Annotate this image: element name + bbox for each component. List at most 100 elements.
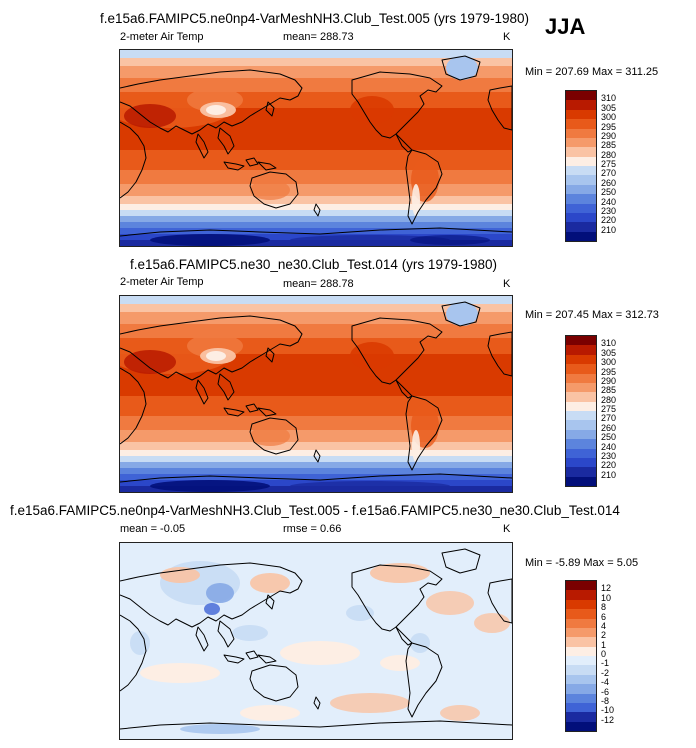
colorbar-tick-label: 12	[601, 583, 612, 594]
colorbar-swatch	[566, 336, 596, 346]
colorbar-swatch	[566, 618, 596, 628]
panel3-rmse: rmse = 0.66	[283, 523, 342, 535]
panel1-minmax: Min = 207.69 Max = 311.25	[525, 66, 659, 78]
panel1-mean: mean= 288.73	[283, 31, 354, 43]
colorbar-swatch	[566, 693, 596, 703]
colorbar-swatch	[566, 721, 596, 731]
colorbar-swatch	[566, 637, 596, 647]
colorbar-swatch	[566, 156, 596, 166]
colorbar-tick-label: 280	[601, 394, 617, 405]
colorbar-swatch	[566, 231, 596, 241]
colorbar-swatch	[566, 467, 596, 477]
colorbar-swatch	[566, 175, 596, 185]
colorbar-swatch	[566, 429, 596, 440]
colorbar-tick-label: 275	[601, 404, 617, 414]
colorbar-swatch	[566, 656, 596, 666]
colorbar-swatch	[566, 684, 596, 694]
colorbar-swatch	[566, 712, 596, 722]
colorbar-tick-label: -10	[601, 705, 615, 716]
panel2-map	[119, 295, 513, 493]
panel3-minmax: Min = -5.89 Max = 5.05	[525, 557, 639, 569]
colorbar-tick-label: 220	[601, 215, 617, 226]
colorbar-swatch	[566, 373, 596, 383]
colorbar-tick-label: 310	[601, 93, 617, 104]
colorbar-swatch	[566, 364, 596, 374]
colorbar-tick-label: 4	[601, 620, 607, 631]
colorbar-swatch	[566, 448, 596, 458]
colorbar-swatch	[566, 581, 596, 591]
colorbar-swatch	[566, 401, 596, 411]
colorbar-tick-label: 230	[601, 450, 617, 461]
colorbar-swatch	[566, 354, 596, 365]
colorbar-tick-label: 270	[601, 168, 617, 179]
panel1-map	[119, 49, 513, 247]
colorbar-tick-label: 305	[601, 347, 617, 358]
panel2-colorbar	[565, 335, 597, 487]
colorbar-tick-label: 250	[601, 187, 617, 198]
colorbar-tick-label: 295	[601, 121, 617, 132]
colorbar-swatch	[566, 119, 596, 129]
colorbar-tick-label: 250	[601, 432, 617, 443]
panel2-units: K	[503, 278, 511, 290]
colorbar-tick-label: 305	[601, 102, 617, 113]
colorbar-tick-label: 0	[601, 649, 607, 659]
colorbar-tick-label: 210	[601, 224, 617, 235]
panel3-units: K	[503, 523, 511, 535]
colorbar-tick-label: 260	[601, 177, 617, 188]
colorbar-swatch	[566, 392, 596, 402]
colorbar-tick-label: 230	[601, 205, 617, 216]
colorbar-tick-label: 285	[601, 140, 617, 151]
colorbar-tick-label: 240	[601, 441, 617, 452]
colorbar-tick-label: 8	[601, 602, 607, 613]
colorbar-tick-label: 260	[601, 422, 617, 433]
colorbar-swatch	[566, 166, 596, 176]
colorbar-tick-label: 280	[601, 149, 617, 160]
colorbar-swatch	[566, 203, 596, 213]
colorbar-tick-label: 220	[601, 460, 617, 471]
panel2-variable: 2-meter Air Temp	[120, 276, 204, 288]
colorbar-swatch	[566, 345, 596, 355]
colorbar-tick-label: 300	[601, 357, 617, 368]
colorbar-tick-label: 285	[601, 385, 617, 396]
colorbar-tick-label: -4	[601, 677, 610, 688]
colorbar-swatch	[566, 646, 596, 656]
colorbar-tick-label: 10	[601, 592, 612, 603]
panel1-units: K	[503, 31, 511, 43]
colorbar-swatch	[566, 382, 596, 393]
colorbar-tick-label: -8	[601, 695, 610, 706]
colorbar-swatch	[566, 147, 596, 157]
colorbar-swatch	[566, 100, 596, 110]
panel3-mean: mean = -0.05	[120, 523, 186, 535]
colorbar-tick-label: 300	[601, 112, 617, 123]
colorbar-swatch	[566, 128, 596, 138]
colorbar-tick-label: 210	[601, 469, 617, 480]
colorbar-swatch	[566, 674, 596, 685]
colorbar-tick-label: -2	[601, 667, 610, 678]
colorbar-tick-label: 310	[601, 338, 617, 349]
panel3-map	[119, 542, 513, 740]
colorbar-swatch	[566, 702, 596, 713]
colorbar-swatch	[566, 599, 596, 610]
panel1-title: f.e15a6.FAMIPC5.ne0np4-VarMeshNH3.Club_T…	[100, 11, 529, 26]
colorbar-tick-label: -12	[601, 714, 615, 725]
colorbar-swatch	[566, 420, 596, 430]
panel3-title: f.e15a6.FAMIPC5.ne0np4-VarMeshNH3.Club_T…	[10, 503, 620, 518]
panel2-title: f.e15a6.FAMIPC5.ne30_ne30.Club_Test.014 …	[130, 257, 497, 272]
colorbar-swatch	[566, 411, 596, 421]
season-label: JJA	[545, 14, 586, 39]
colorbar-tick-label: -6	[601, 686, 610, 697]
colorbar-swatch	[566, 91, 596, 101]
colorbar-tick-label: 240	[601, 196, 617, 207]
colorbar-tick-label: 1	[601, 639, 607, 650]
colorbar-swatch	[566, 590, 596, 600]
colorbar-tick-label: 270	[601, 413, 617, 424]
colorbar-swatch	[566, 457, 596, 468]
colorbar-swatch	[566, 609, 596, 619]
colorbar-tick-label: 6	[601, 611, 607, 622]
colorbar-tick-label: 275	[601, 159, 617, 169]
colorbar-tick-label: 290	[601, 130, 617, 141]
colorbar-swatch	[566, 212, 596, 223]
panel1-variable: 2-meter Air Temp	[120, 31, 204, 43]
colorbar-swatch	[566, 627, 596, 638]
colorbar-swatch	[566, 194, 596, 204]
